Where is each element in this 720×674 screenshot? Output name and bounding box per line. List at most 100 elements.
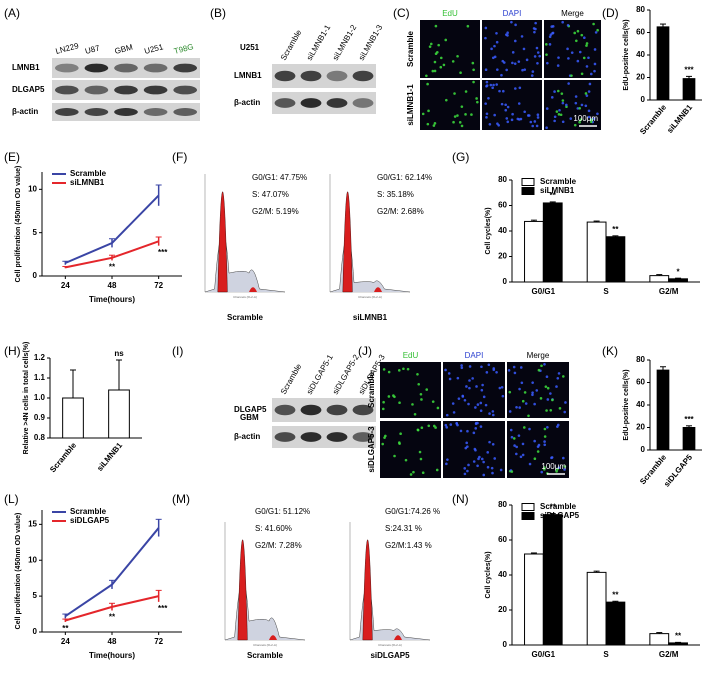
nucleus: [421, 112, 425, 116]
band: [352, 70, 374, 82]
significance: **: [550, 191, 557, 200]
legend-label: siLMNB1: [540, 186, 575, 195]
nucleus: [556, 64, 560, 67]
nucleus: [474, 406, 477, 409]
nucleus: [578, 106, 581, 110]
panel-label: (D): [602, 6, 619, 20]
y-tick-label: 40: [498, 226, 507, 235]
flow-stat: G2/M: 7.28%: [255, 541, 302, 550]
nucleus: [536, 116, 540, 119]
series-line: [64, 194, 160, 264]
panel-label: (A): [4, 6, 20, 20]
row-label: DLGAP5: [234, 405, 267, 414]
nucleus: [506, 120, 510, 124]
nucleus: [545, 409, 548, 412]
nucleus: [522, 47, 526, 51]
nucleus: [508, 390, 512, 394]
y-tick-label: 5: [33, 591, 38, 600]
bar: [108, 389, 130, 439]
legend-label: siLMNB1: [70, 178, 105, 187]
bar: [586, 221, 607, 283]
nucleus: [563, 468, 566, 471]
nucleus: [508, 410, 512, 413]
significance: ***: [158, 248, 168, 257]
nucleus: [535, 46, 539, 50]
band: [274, 70, 296, 82]
y-tick-label: 80: [636, 355, 645, 364]
nucleus: [445, 426, 449, 429]
nucleus: [457, 397, 461, 400]
nucleus: [513, 444, 516, 447]
nucleus: [458, 121, 462, 124]
row-label: siLMNB1-1: [406, 84, 415, 126]
nucleus: [482, 473, 486, 477]
y-tick-label: 0: [641, 445, 646, 454]
lane-label: U251: [143, 42, 164, 56]
significance: **: [62, 624, 69, 633]
nucleus: [500, 73, 503, 77]
nucleus: [456, 423, 459, 427]
nucleus: [448, 377, 452, 381]
flow-stat: G0/G1: 62.14%: [377, 173, 432, 182]
legend-swatch: [521, 178, 535, 186]
lane-label: GBM: [114, 42, 134, 55]
nucleus: [456, 376, 460, 380]
nucleus: [486, 451, 490, 454]
flow-fit: [329, 235, 411, 293]
nucleus: [563, 410, 567, 414]
nucleus: [472, 431, 476, 435]
channel-label: EdU: [403, 351, 419, 360]
channel-label: Merge: [561, 9, 584, 18]
nucleus: [510, 470, 514, 473]
nucleus: [536, 113, 540, 117]
nucleus: [521, 399, 525, 403]
nucleus: [480, 388, 484, 392]
y-tick-label: 40: [636, 400, 645, 409]
bar: [656, 369, 670, 451]
significance: ***: [158, 604, 168, 613]
nucleus: [531, 391, 534, 394]
nucleus: [576, 29, 580, 33]
nucleus: [485, 371, 489, 374]
y-tick-label: 20: [498, 605, 507, 614]
panel-label: (K): [602, 344, 618, 358]
band: [300, 432, 322, 442]
nucleus: [431, 400, 435, 403]
nucleus: [479, 401, 483, 405]
nucleus: [561, 101, 565, 105]
nucleus: [536, 450, 540, 453]
nucleus: [492, 83, 495, 87]
significance: **: [109, 263, 116, 272]
x-tick-label: S: [603, 287, 609, 296]
flow-stat: G0/G1: 51.12%: [255, 507, 310, 516]
g2-peak: [249, 287, 257, 292]
nucleus: [562, 456, 565, 460]
y-tick-label: 0: [641, 95, 646, 104]
nucleus: [575, 39, 578, 43]
nucleus: [549, 392, 552, 395]
x-tick-label: 24: [61, 637, 70, 646]
nucleus: [482, 395, 486, 399]
nucleus: [466, 24, 470, 28]
nucleus: [460, 105, 464, 108]
nucleus: [491, 413, 495, 417]
nucleus: [484, 36, 487, 40]
nucleus: [426, 122, 430, 126]
nucleus: [521, 453, 525, 457]
lane-label: siLMNB1-1: [305, 23, 333, 62]
nucleus: [543, 427, 547, 431]
nucleus: [472, 80, 475, 84]
nucleus: [530, 74, 534, 77]
nucleus: [511, 112, 514, 116]
nucleus: [525, 58, 529, 62]
y-axis-label: Cell cycles(%): [485, 207, 492, 254]
nucleus: [382, 368, 386, 371]
nucleus: [515, 406, 518, 409]
flow-stat: G2/M: 2.68%: [377, 207, 424, 216]
band: [274, 432, 296, 442]
nucleus: [558, 108, 561, 112]
nucleus: [587, 56, 590, 60]
nucleus: [427, 424, 431, 428]
y-tick-label: 20: [636, 73, 645, 82]
panel-label: (N): [452, 492, 469, 506]
